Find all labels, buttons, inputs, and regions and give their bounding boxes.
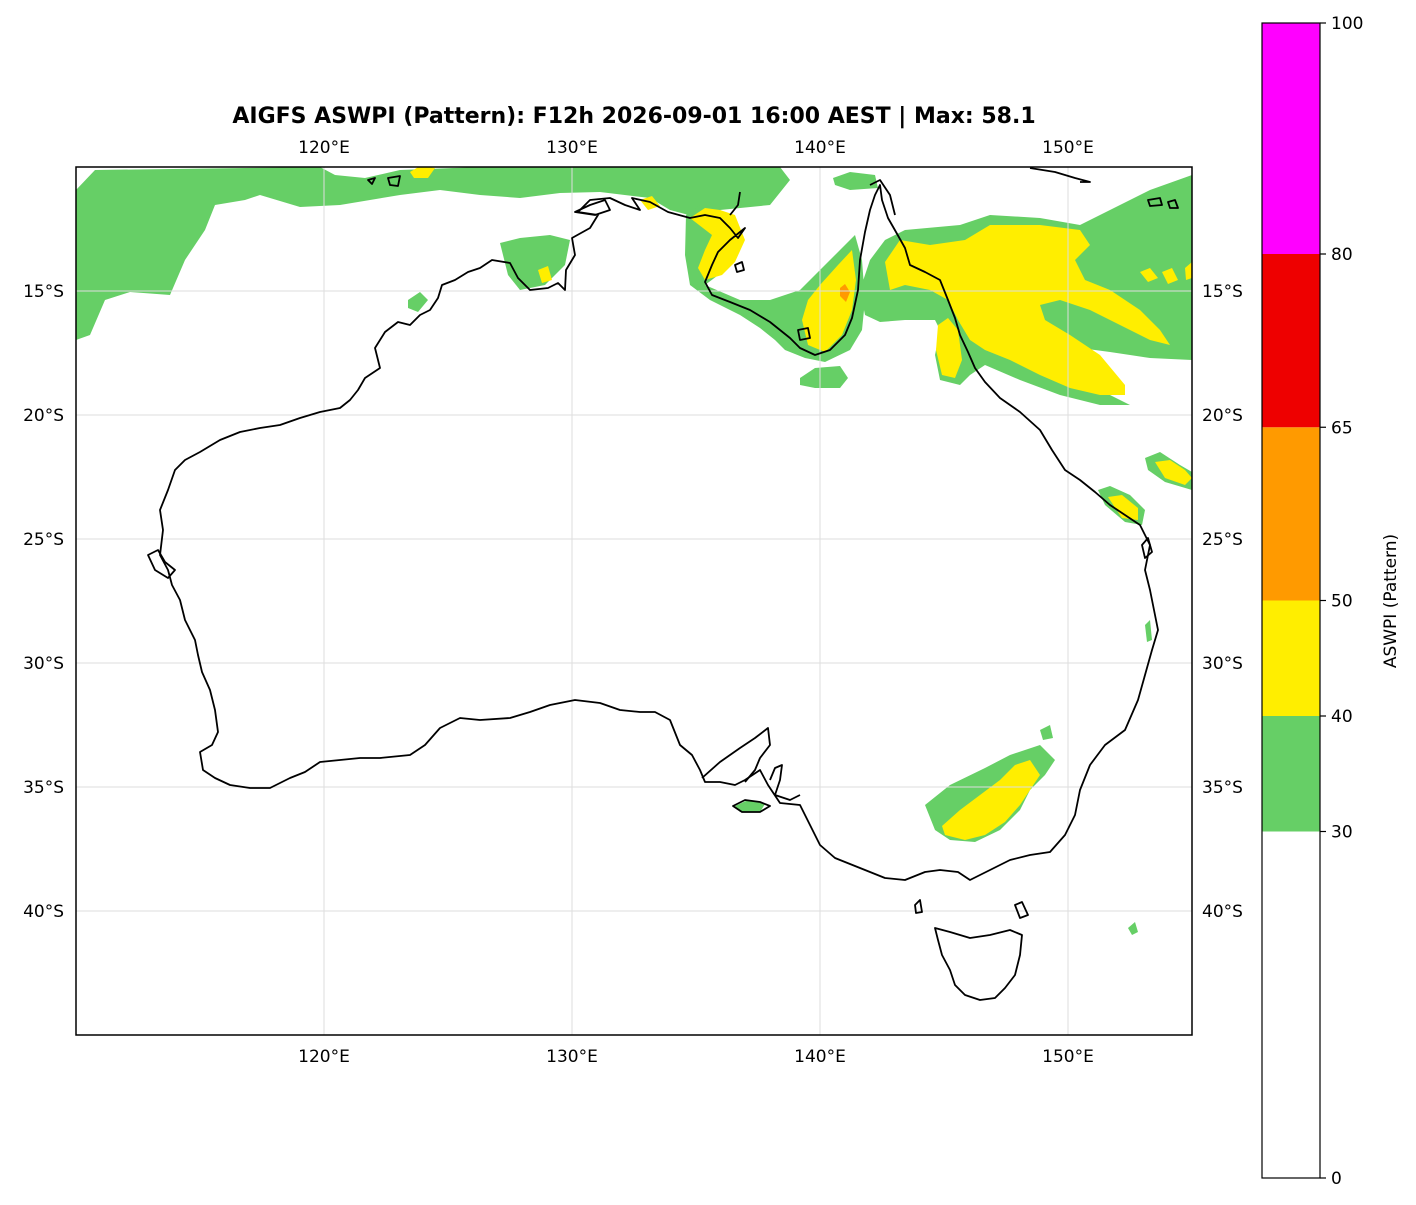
new-guinea-south-coast [729,179,896,216]
gulf-west-yellow [690,208,745,280]
colorbar-tick-label: 50 [1331,592,1353,612]
coastlines [147,167,1179,1001]
shark-bay-coastline [147,549,176,579]
colorbar-tick-label: 40 [1331,707,1353,727]
map-frame [75,166,1193,1036]
groote-eylandt [797,327,811,341]
kimberley-small-area [408,292,428,312]
colorbar-tick-label: 0 [1331,1169,1342,1189]
lat-label-right: 40°S [1202,902,1243,922]
lat-label-right: 25°S [1202,530,1243,550]
lon-label-bottom: 120°E [298,1047,350,1067]
lon-label-top: 120°E [298,138,350,158]
nsw-small-area [1040,725,1053,740]
aswpi-40-50-areas [410,167,1192,840]
aswpi-50-65-areas [840,284,850,302]
colorbar-tick-label: 30 [1331,823,1353,843]
gridlines [76,167,1192,1035]
lat-label-left: 15°S [23,282,64,302]
flinders-island [1014,901,1029,919]
map-title: AIGFS ASWPI (Pattern): F12h 2026-09-01 1… [232,104,1035,129]
north-island-1 [367,177,376,185]
kangaroo-island-coastline [732,799,771,813]
png-coast-right [1029,167,1091,183]
colorbar-tick-label: 100 [1331,14,1363,34]
kangaroo-island-area [735,800,765,812]
tiwi-islands [574,199,611,216]
colorbar-band [1262,427,1320,601]
qld-coast-small-area [1145,620,1152,642]
coral-yellow-small [1140,262,1192,284]
north-island-2 [387,175,401,187]
lon-label-bottom: 150°E [1042,1047,1094,1067]
longitude-labels-bottom: 120°E 130°E 140°E 150°E [298,1047,1094,1067]
lat-label-right: 35°S [1202,778,1243,798]
lon-label-top: 150°E [1042,138,1094,158]
qld-inland-yellow [936,318,962,378]
colorbar-band [1262,831,1320,1178]
colorbar-tick-label: 80 [1331,245,1353,265]
mornington-island [734,261,745,273]
lat-label-left: 25°S [23,530,64,550]
lat-label-left: 20°S [23,406,64,426]
yorke-peninsula-coastline [769,764,801,801]
colorbar-band [1262,716,1320,832]
gulf-orange-max [840,284,850,302]
colorbar-band [1262,600,1320,716]
fraser-island [1141,537,1153,559]
lat-label-right: 15°S [1202,282,1243,302]
lon-label-bottom: 130°E [546,1047,598,1067]
map-area [76,167,1192,1035]
colorbar: 0 30 40 50 65 80 100 [1261,14,1363,1189]
victoria-yellow [942,760,1040,840]
latitude-labels-left: 15°S 20°S 25°S 30°S 35°S 40°S [23,282,64,922]
lon-label-top: 140°E [794,138,846,158]
gulf-south-area [800,366,848,388]
lon-label-top: 130°E [546,138,598,158]
lon-label-bottom: 140°E [794,1047,846,1067]
king-island [914,899,923,914]
coral-sea-yellow-isolated-2 [1108,495,1138,520]
gulf-east-yellow [802,250,856,352]
lat-label-left: 35°S [23,778,64,798]
timor-sea-west-area [76,167,790,340]
gulf-east-small-area [833,172,878,190]
colorbar-label: ASWPI (Pattern) [1381,534,1401,668]
cape-york-islands [1147,197,1179,209]
tasmania-coastline [934,927,1023,1001]
lat-label-left: 30°S [23,654,64,674]
colorbar-band [1262,254,1320,428]
lat-label-right: 30°S [1202,654,1243,674]
coral-yellow-band [885,225,1170,395]
longitude-labels-top: 120°E 130°E 140°E 150°E [298,138,1094,158]
colorbar-tick-label: 65 [1331,418,1353,438]
lat-label-right: 20°S [1202,406,1243,426]
tasman-small-area [1128,922,1138,935]
coral-sea-yellow-isolated [1155,460,1192,485]
kimberley-yellow [538,266,552,283]
latitude-labels-right: 15°S 20°S 25°S 30°S 35°S 40°S [1202,282,1243,922]
eyre-peninsula-coastline [701,727,771,783]
lat-label-left: 40°S [23,902,64,922]
colorbar-band [1262,23,1320,254]
